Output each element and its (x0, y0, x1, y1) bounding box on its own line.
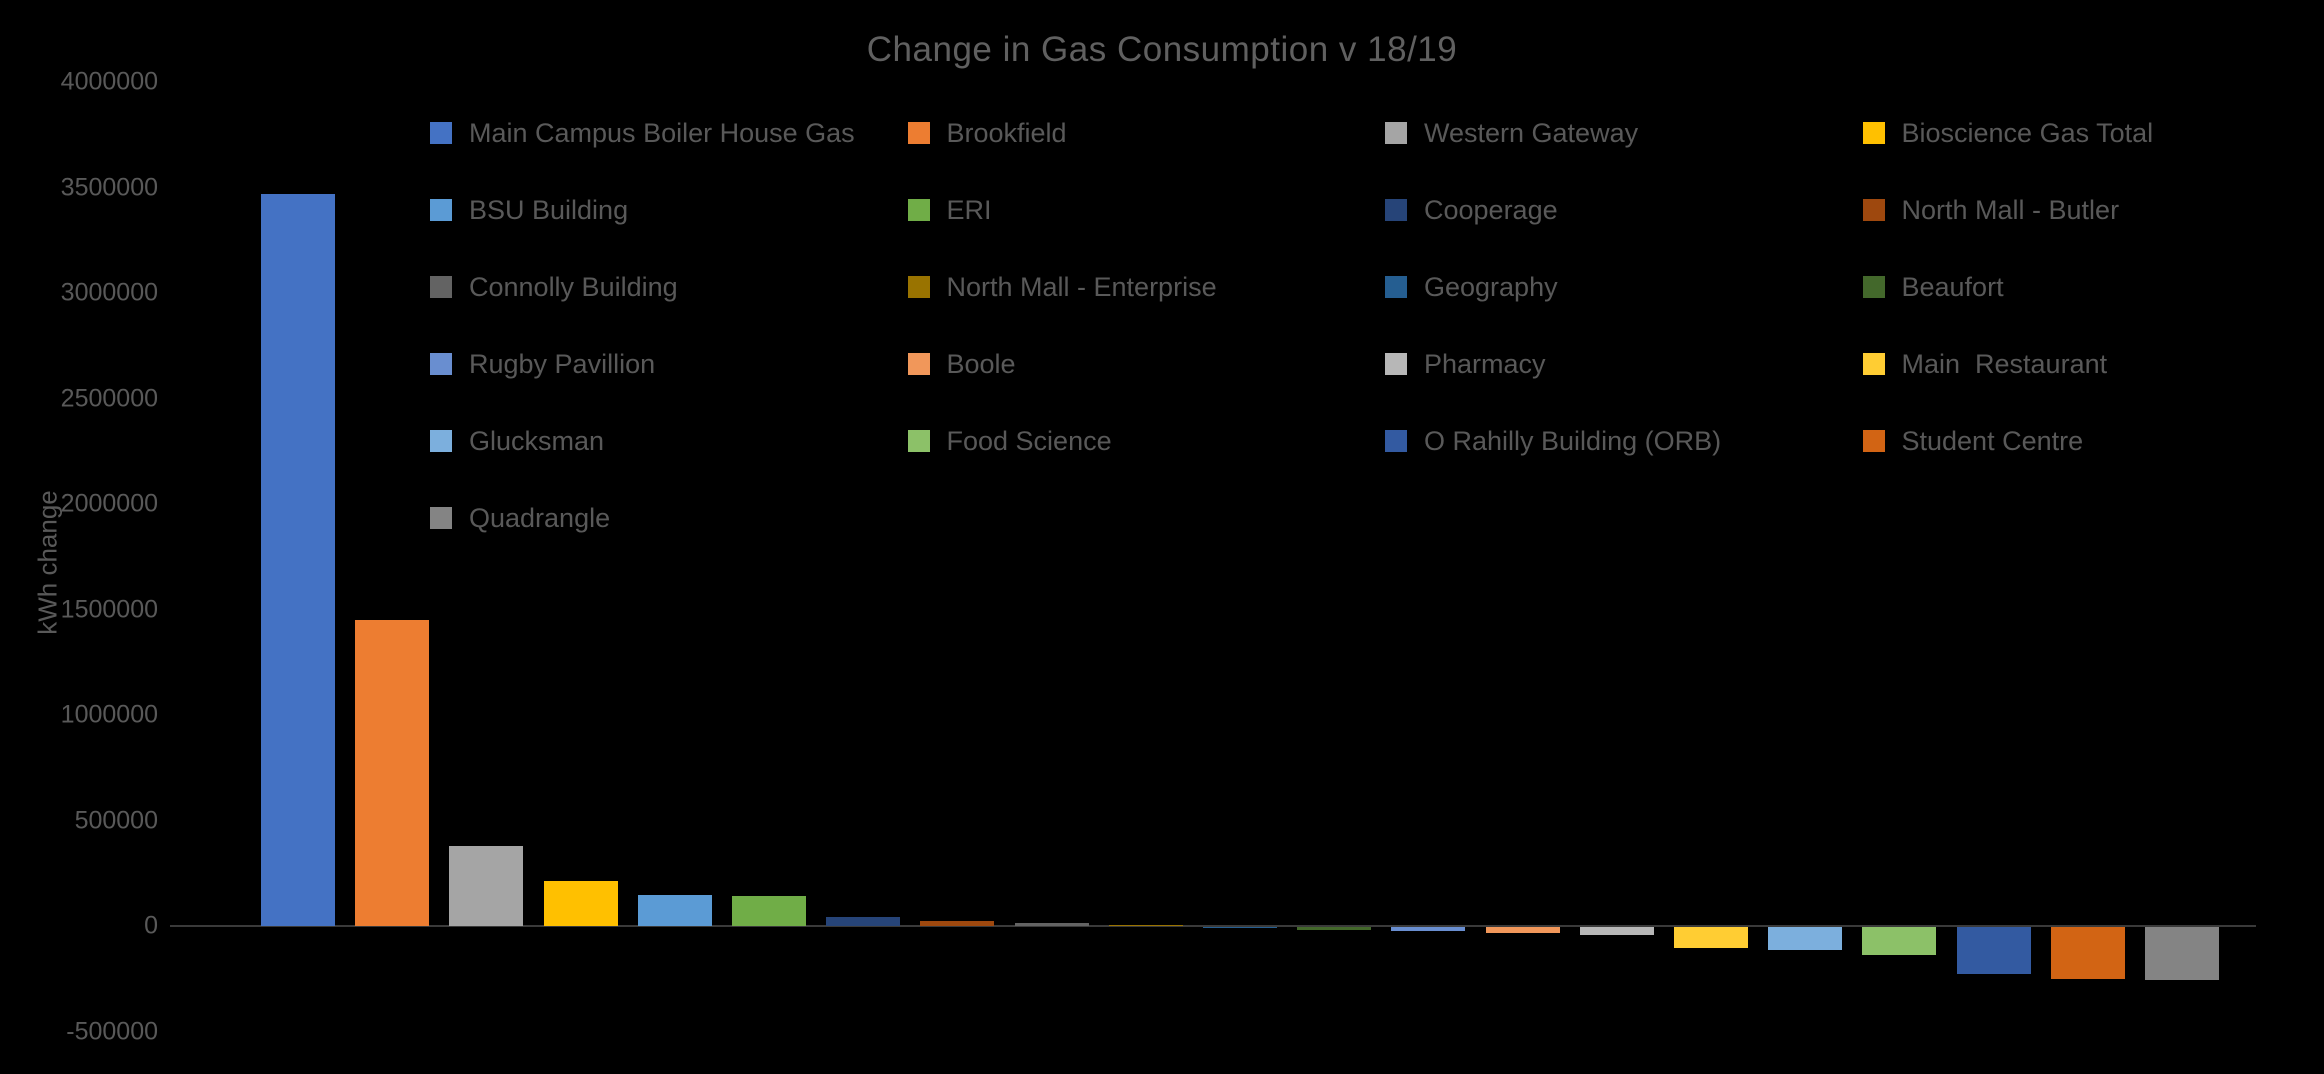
bar-quadrangle (2145, 927, 2219, 980)
legend-swatch-icon (430, 122, 452, 144)
legend-label: Western Gateway (1424, 117, 1639, 148)
legend-label: Beaufort (1901, 271, 2004, 302)
legend-label: Bioscience Gas Total (1901, 117, 2154, 148)
legend-item-food-science: Food Science (907, 425, 1112, 457)
legend-label: Geography (1424, 271, 1558, 302)
legend-swatch-icon (907, 353, 930, 375)
bar-student-centre (2050, 927, 2125, 980)
legend-swatch-icon (1385, 199, 1407, 221)
legend-swatch-icon (430, 276, 452, 298)
legend-label: ERI (946, 194, 992, 225)
bar-geography (1203, 927, 1277, 928)
bar-glucksman (1768, 927, 1843, 951)
legend-item-brookfield: Brookfield (907, 117, 1067, 149)
legend-item-quadrangle: Quadrangle (430, 502, 610, 534)
bar-north-mall-butler (920, 920, 995, 926)
legend-swatch-icon (1385, 430, 1407, 452)
y-axis-title: kWh change (32, 490, 63, 635)
legend-item-bioscience-gas-total: Bioscience Gas Total (1862, 117, 2154, 149)
legend-swatch-icon (1862, 430, 1885, 452)
legend-item-cooperage: Cooperage (1385, 194, 1558, 226)
bar-beaufort (1297, 927, 1372, 930)
legend-label: Glucksman (469, 425, 605, 456)
legend-item-eri: ERI (907, 194, 992, 226)
y-axis-tick-label: 0 (144, 911, 158, 940)
legend-swatch-icon (907, 122, 930, 144)
legend-label: North Mall - Butler (1901, 194, 2120, 225)
y-axis-tick-label: -500000 (66, 1017, 158, 1045)
legend-swatch-icon (430, 430, 452, 452)
legend-item-main-campus-boiler-house-gas: Main Campus Boiler House Gas (430, 117, 855, 149)
legend-swatch-icon (1862, 199, 1885, 221)
legend-label: BSU Building (469, 194, 629, 225)
bar-connolly-building (1014, 923, 1089, 926)
legend-item-western-gateway: Western Gateway (1385, 117, 1638, 149)
legend-swatch-icon (1862, 276, 1885, 298)
legend-swatch-icon (907, 430, 930, 452)
legend-label: O Rahilly Building (ORB) (1424, 425, 1722, 456)
legend-label: Main Campus Boiler House Gas (469, 117, 855, 148)
legend-item-north-mall-enterprise: North Mall - Enterprise (907, 271, 1217, 303)
legend-label: Student Centre (1901, 425, 2084, 456)
legend-swatch-icon (1385, 276, 1407, 298)
legend-item-bsu-building: BSU Building (430, 194, 628, 226)
y-axis-tick-label: 1500000 (60, 595, 158, 623)
legend-item-north-mall-butler: North Mall - Butler (1862, 194, 2120, 226)
legend-label: Rugby Pavillion (469, 348, 656, 379)
bar-bsu-building (637, 895, 712, 926)
legend-label: Boole (946, 348, 1016, 379)
legend-label: Connolly Building (469, 271, 678, 302)
y-axis-tick-label: 2500000 (60, 384, 158, 412)
legend-item-main-restaurant: Main Restaurant (1862, 348, 2108, 380)
bar-pharmacy (1579, 927, 1654, 935)
bar-boole (1485, 927, 1560, 934)
legend-item-rugby-pavillion: Rugby Pavillion (430, 348, 655, 380)
legend-swatch-icon (430, 507, 452, 529)
legend-label: North Mall - Enterprise (946, 271, 1217, 302)
legend-label: Quadrangle (469, 502, 611, 533)
zero-axis-line (170, 925, 2256, 927)
legend-swatch-icon (1862, 122, 1885, 144)
y-axis-tick-label: 4000000 (60, 67, 158, 96)
legend-item-boole: Boole (907, 348, 1016, 380)
bar-brookfield (355, 620, 430, 926)
bar-cooperage (826, 916, 901, 926)
legend-item-student-centre: Student Centre (1862, 425, 2084, 457)
legend-item-geography: Geography (1385, 271, 1558, 303)
bar-eri (732, 896, 806, 926)
legend-swatch-icon (907, 199, 930, 221)
legend-label: Cooperage (1424, 194, 1558, 225)
y-axis-tick-label: 2000000 (60, 489, 158, 518)
legend-label: Brookfield (946, 117, 1067, 148)
bar-food-science (1862, 927, 1937, 956)
legend-swatch-icon (1385, 122, 1407, 144)
y-axis-tick-label: 1000000 (60, 700, 158, 729)
bar-north-mall-enterprise (1108, 924, 1183, 926)
legend-label: Main Restaurant (1901, 348, 2108, 379)
bar-o-rahilly-building-orb (1956, 927, 2031, 975)
legend-item-o-rahilly-building-orb: O Rahilly Building (ORB) (1385, 425, 1721, 457)
y-axis-tick-label: 500000 (74, 806, 158, 834)
legend-item-beaufort: Beaufort (1862, 271, 2004, 303)
bar-main-restaurant (1674, 927, 1748, 949)
legend-swatch-icon (430, 353, 452, 375)
bar-rugby-pavillion (1391, 927, 1466, 932)
y-axis-tick-label: 3000000 (60, 278, 158, 307)
legend-item-pharmacy: Pharmacy (1385, 348, 1546, 380)
y-axis-tick-label: 3500000 (60, 173, 158, 201)
legend-item-connolly-building: Connolly Building (430, 271, 678, 303)
legend-swatch-icon (1862, 353, 1885, 375)
legend-swatch-icon (907, 276, 930, 298)
bar-main-campus-boiler-house-gas (261, 193, 335, 926)
bar-bioscience-gas-total (543, 880, 618, 926)
legend-label: Pharmacy (1424, 348, 1546, 379)
chart-title: Change in Gas Consumption v 18/19 (866, 30, 1458, 69)
bar-western-gateway (449, 845, 524, 926)
legend-swatch-icon (1385, 353, 1407, 375)
legend-item-glucksman: Glucksman (430, 425, 604, 457)
legend-label: Food Science (946, 425, 1112, 456)
legend-swatch-icon (430, 199, 452, 221)
